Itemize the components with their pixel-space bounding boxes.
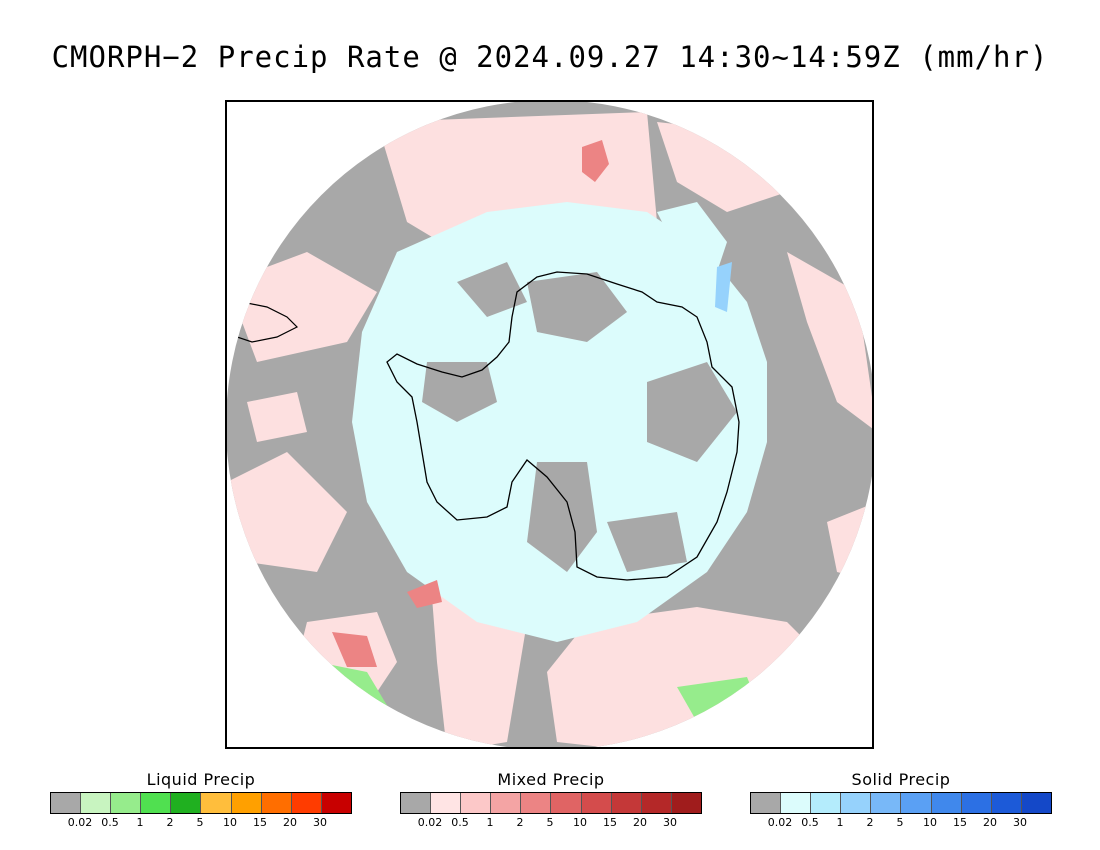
legend-mixed-swatch xyxy=(461,793,492,813)
legend-solid-title: Solid Precip xyxy=(851,770,951,789)
legend-liquid-tick-label: 5 xyxy=(196,816,204,829)
legend-mixed-title: Mixed Precip xyxy=(497,770,605,789)
legend-solid-tick-label: 0.02 xyxy=(767,816,793,829)
mixed-precip-moderate-spots xyxy=(332,140,609,667)
legend-solid-swatch xyxy=(841,793,872,813)
legend-solid-tick-label: 30 xyxy=(1013,816,1027,829)
legend-solid: Solid Precip 0.02 0.5 1 2 5 10 15 20 30 xyxy=(750,770,1052,830)
legend-liquid-swatch xyxy=(141,793,172,813)
legend-liquid-tick-label: 0.5 xyxy=(101,816,119,829)
legend-liquid: Liquid Precip 0.02 0.5 1 2 5 10 15 20 30 xyxy=(50,770,352,830)
legend-solid-swatch xyxy=(811,793,842,813)
legend-liquid-title: Liquid Precip xyxy=(146,770,256,789)
legend-solid-swatch xyxy=(961,793,992,813)
legend-mixed-swatch xyxy=(641,793,672,813)
legend-mixed-tick-label: 20 xyxy=(633,816,647,829)
polar-precip-map[interactable] xyxy=(225,100,874,749)
legend-liquid-ticks: 0.02 0.5 1 2 5 10 15 20 30 xyxy=(50,814,352,830)
legend-liquid-swatch xyxy=(51,793,82,813)
legend-solid-swatch xyxy=(1021,793,1051,813)
legend-solid-swatch xyxy=(901,793,932,813)
legend-mixed-tick-label: 2 xyxy=(516,816,524,829)
legend-solid-tick-label: 1 xyxy=(836,816,844,829)
legend-mixed-tick-label: 0.02 xyxy=(417,816,443,829)
legend-solid-ticks: 0.02 0.5 1 2 5 10 15 20 30 xyxy=(750,814,1052,830)
solid-precip-moderate-areas xyxy=(715,262,732,312)
legend-mixed-swatch xyxy=(671,793,701,813)
legend-liquid-swatch xyxy=(321,793,351,813)
legend-liquid-swatch xyxy=(111,793,142,813)
legend-mixed-tick-label: 10 xyxy=(573,816,587,829)
antarctica-coastline xyxy=(386,271,740,581)
legend-mixed-tick-label: 5 xyxy=(546,816,554,829)
legend-solid-swatch xyxy=(931,793,962,813)
legend-solid-swatch xyxy=(991,793,1022,813)
legend-mixed-swatch xyxy=(611,793,642,813)
legend-solid-swatch xyxy=(751,793,782,813)
map-svg xyxy=(227,102,872,747)
legend-mixed-tick-label: 1 xyxy=(486,816,494,829)
no-precip-patches xyxy=(422,262,737,572)
legend-liquid-colorbar xyxy=(50,792,352,814)
legend-liquid-swatch xyxy=(201,793,232,813)
legend-solid-colorbar xyxy=(750,792,1052,814)
legend-liquid-tick-label: 30 xyxy=(313,816,327,829)
legend-solid-tick-label: 20 xyxy=(983,816,997,829)
legend-mixed-swatch xyxy=(551,793,582,813)
legend-mixed-swatch xyxy=(521,793,552,813)
legend-mixed-tick-label: 15 xyxy=(603,816,617,829)
legend-solid-tick-label: 15 xyxy=(953,816,967,829)
legend-mixed-swatch xyxy=(401,793,432,813)
legend-solid-swatch xyxy=(871,793,902,813)
legend-mixed-swatch xyxy=(581,793,612,813)
legend-liquid-tick-label: 1 xyxy=(136,816,144,829)
legend-liquid-swatch xyxy=(261,793,292,813)
legend-liquid-swatch xyxy=(291,793,322,813)
south-america-coastline xyxy=(236,301,299,343)
legend-liquid-tick-label: 2 xyxy=(166,816,174,829)
legend-solid-tick-label: 2 xyxy=(866,816,874,829)
legend-liquid-tick-label: 15 xyxy=(253,816,267,829)
legend-solid-tick-label: 10 xyxy=(923,816,937,829)
legend-solid-swatch xyxy=(781,793,812,813)
legend-liquid-tick-label: 10 xyxy=(223,816,237,829)
legend-liquid-swatch xyxy=(231,793,262,813)
legend-mixed-ticks: 0.02 0.5 1 2 5 10 15 20 30 xyxy=(400,814,702,830)
legend-mixed-colorbar xyxy=(400,792,702,814)
legend-mixed-swatch xyxy=(491,793,522,813)
legend-liquid-tick-label: 0.02 xyxy=(67,816,93,829)
legend-mixed: Mixed Precip 0.02 0.5 1 2 5 10 15 20 30 xyxy=(400,770,702,830)
legend-mixed-tick-label: 0.5 xyxy=(451,816,469,829)
legend-liquid-swatch xyxy=(81,793,112,813)
legend-liquid-swatch xyxy=(171,793,202,813)
legend-liquid-tick-label: 20 xyxy=(283,816,297,829)
legend-solid-tick-label: 5 xyxy=(896,816,904,829)
chart-title: CMORPH−2 Precip Rate @ 2024.09.27 14:30~… xyxy=(51,40,1049,74)
legend-solid-tick-label: 0.5 xyxy=(801,816,819,829)
legend-mixed-swatch xyxy=(431,793,462,813)
legend-mixed-tick-label: 30 xyxy=(663,816,677,829)
